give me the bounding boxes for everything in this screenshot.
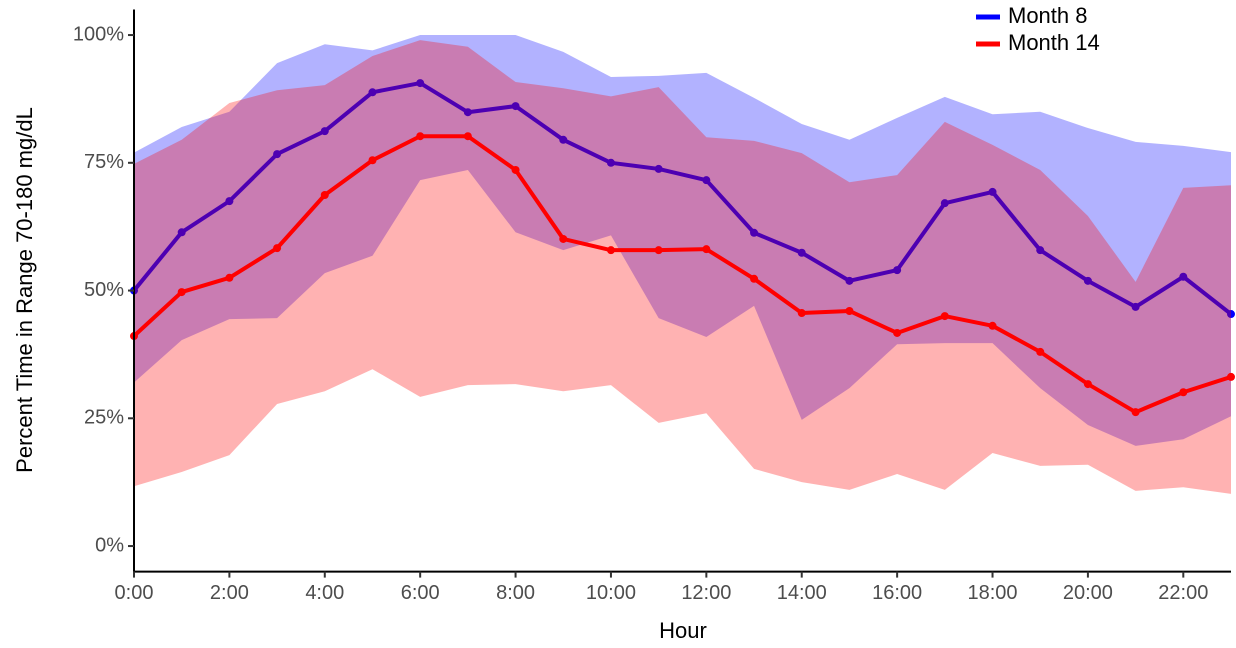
point bbox=[511, 165, 520, 174]
point bbox=[606, 158, 615, 167]
point bbox=[845, 276, 854, 285]
point bbox=[654, 164, 663, 173]
point bbox=[1036, 347, 1045, 356]
point bbox=[702, 176, 711, 185]
x-tick-label: 2:00 bbox=[210, 582, 249, 604]
point bbox=[416, 79, 425, 88]
point bbox=[177, 288, 186, 297]
y-tick-label: 50% bbox=[84, 279, 124, 301]
x-tick-label: 14:00 bbox=[777, 582, 827, 604]
point bbox=[750, 274, 759, 283]
x-tick-label: 0:00 bbox=[115, 582, 154, 604]
x-tick-label: 22:00 bbox=[1158, 582, 1208, 604]
y-tick-label: 0% bbox=[95, 534, 124, 556]
x-tick-label: 20:00 bbox=[1063, 582, 1113, 604]
point bbox=[893, 328, 902, 337]
y-tick-label: 100% bbox=[73, 23, 124, 45]
point bbox=[463, 108, 472, 117]
point bbox=[654, 246, 663, 255]
point bbox=[702, 245, 711, 254]
point bbox=[893, 266, 902, 275]
x-tick-label: 10:00 bbox=[586, 582, 636, 604]
point bbox=[797, 248, 806, 257]
y-tick-label: 25% bbox=[84, 407, 124, 429]
x-axis-title: Hour bbox=[659, 618, 707, 643]
legend-label: Month 14 bbox=[1008, 30, 1100, 55]
point bbox=[940, 312, 949, 321]
point bbox=[273, 150, 282, 159]
point bbox=[1179, 272, 1188, 281]
point bbox=[511, 102, 520, 111]
point bbox=[988, 187, 997, 196]
point bbox=[940, 199, 949, 208]
point bbox=[845, 306, 854, 315]
point bbox=[1083, 276, 1092, 285]
point bbox=[559, 135, 568, 144]
point bbox=[320, 190, 329, 199]
x-tick-label: 4:00 bbox=[305, 582, 344, 604]
point bbox=[320, 127, 329, 136]
point bbox=[797, 309, 806, 318]
y-tick-label: 75% bbox=[84, 151, 124, 173]
point bbox=[1131, 408, 1140, 417]
x-tick-label: 18:00 bbox=[967, 582, 1017, 604]
point bbox=[273, 244, 282, 253]
point bbox=[225, 273, 234, 282]
point bbox=[368, 88, 377, 97]
point bbox=[988, 321, 997, 330]
x-tick-label: 8:00 bbox=[496, 582, 535, 604]
ribbon bbox=[134, 35, 1231, 446]
point bbox=[225, 197, 234, 206]
line bbox=[132, 134, 1232, 415]
point bbox=[1179, 388, 1188, 397]
point bbox=[177, 228, 186, 237]
point bbox=[1227, 310, 1235, 319]
legend-label: Month 8 bbox=[1008, 3, 1088, 28]
point bbox=[750, 228, 759, 237]
line bbox=[132, 81, 1233, 316]
point bbox=[368, 156, 377, 165]
point bbox=[1131, 302, 1140, 311]
x-tick-label: 16:00 bbox=[872, 582, 922, 604]
x-tick-label: 6:00 bbox=[401, 582, 440, 604]
point bbox=[606, 246, 615, 255]
ribbon bbox=[134, 40, 1231, 494]
point bbox=[463, 132, 472, 141]
point bbox=[1227, 372, 1235, 381]
point bbox=[416, 132, 425, 141]
point bbox=[1036, 246, 1045, 255]
point bbox=[559, 234, 568, 243]
x-tick-label: 12:00 bbox=[681, 582, 731, 604]
y-axis-title: Percent Time in Range 70-180 mg/dL bbox=[12, 107, 37, 473]
point bbox=[1083, 380, 1092, 389]
